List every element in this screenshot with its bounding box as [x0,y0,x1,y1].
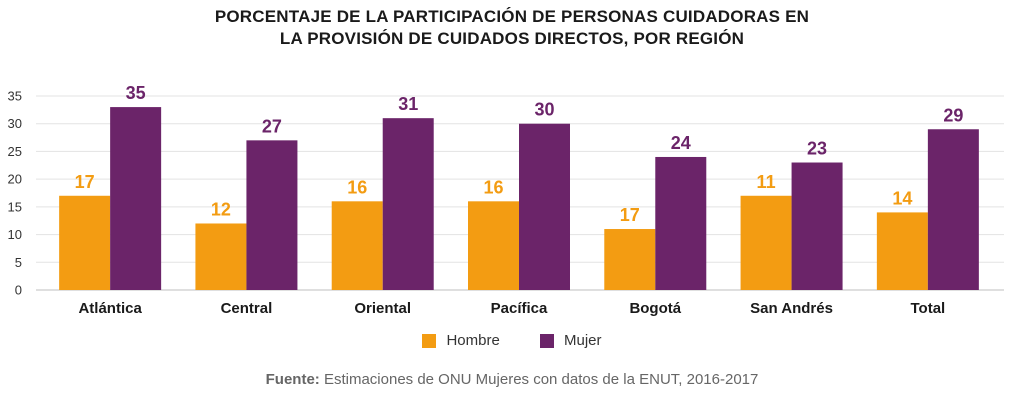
data-label-hombre-3: 16 [483,177,503,197]
legend-label-mujer: Mujer [564,332,602,349]
data-label-hombre-4: 17 [620,205,640,225]
chart-legend: Hombre Mujer [0,332,1024,352]
legend-item-mujer: Mujer [540,332,602,349]
bar-mujer-5 [791,162,843,290]
data-label-hombre-1: 12 [211,199,231,219]
bar-mujer-4 [655,156,707,290]
bar-hombre-6 [876,212,928,290]
legend-swatch-mujer [540,333,554,348]
y-tick-label-0: 0 [15,283,22,298]
y-tick-label-10: 10 [8,227,22,242]
data-label-hombre-6: 14 [892,188,912,208]
data-label-mujer-6: 29 [943,105,963,125]
source-note: Fuente: Estimaciones de ONU Mujeres con … [0,371,1024,388]
bar-mujer-1 [246,140,298,290]
x-category-label-4: Bogotá [629,300,681,317]
source-text: Estimaciones de ONU Mujeres con datos de… [319,371,759,388]
bar-hombre-4 [604,229,656,290]
legend-item-hombre: Hombre [422,332,500,349]
chart-title-line-2: LA PROVISIÓN DE CUIDADOS DIRECTOS, POR R… [279,29,745,48]
legend-swatch-hombre [422,333,437,348]
x-category-label-3: Pacífica [491,300,548,317]
y-tick-label-5: 5 [15,255,22,270]
x-category-label-0: Atlántica [78,300,142,317]
data-label-mujer-4: 24 [671,133,691,153]
data-label-mujer-2: 31 [398,94,418,114]
data-label-hombre-2: 16 [347,177,367,197]
chart-title: PORCENTAJE DE LA PARTICIPACIÓN DE PERSON… [0,6,1024,50]
source-label: Fuente: [265,371,320,388]
bar-hombre-1 [195,223,247,290]
bar-hombre-5 [740,195,792,290]
bar-mujer-2 [382,118,434,291]
y-tick-label-15: 15 [8,199,22,214]
bar-mujer-3 [519,123,570,290]
x-category-label-1: Central [221,300,273,317]
bar-hombre-0 [59,195,111,290]
y-tick-label-25: 25 [8,144,22,159]
y-tick-label-35: 35 [8,89,22,104]
data-label-mujer-1: 27 [262,116,282,136]
data-label-mujer-5: 23 [807,139,827,159]
data-label-hombre-5: 11 [757,172,776,192]
bar-hombre-2 [331,201,383,290]
x-category-label-2: Oriental [354,300,411,317]
legend-label-hombre: Hombre [446,332,500,349]
bar-chart: 0 5 10 15 20 25 30 35 17 35 Atlántica 12 27 Central 16… [8,83,1004,317]
y-tick-label-30: 30 [8,116,22,131]
data-label-mujer-3: 30 [534,100,554,120]
chart-title-line-1: PORCENTAJE DE LA PARTICIPACIÓN DE PERSON… [214,7,810,26]
data-label-hombre-0: 17 [75,172,95,192]
bar-mujer-0 [110,107,162,290]
x-category-label-6: Total [910,300,945,317]
bar-mujer-6 [927,129,979,290]
y-tick-label-20: 20 [8,172,22,187]
bar-hombre-3 [468,201,519,290]
data-label-mujer-0: 35 [126,83,146,103]
x-category-label-5: San Andrés [750,300,833,317]
